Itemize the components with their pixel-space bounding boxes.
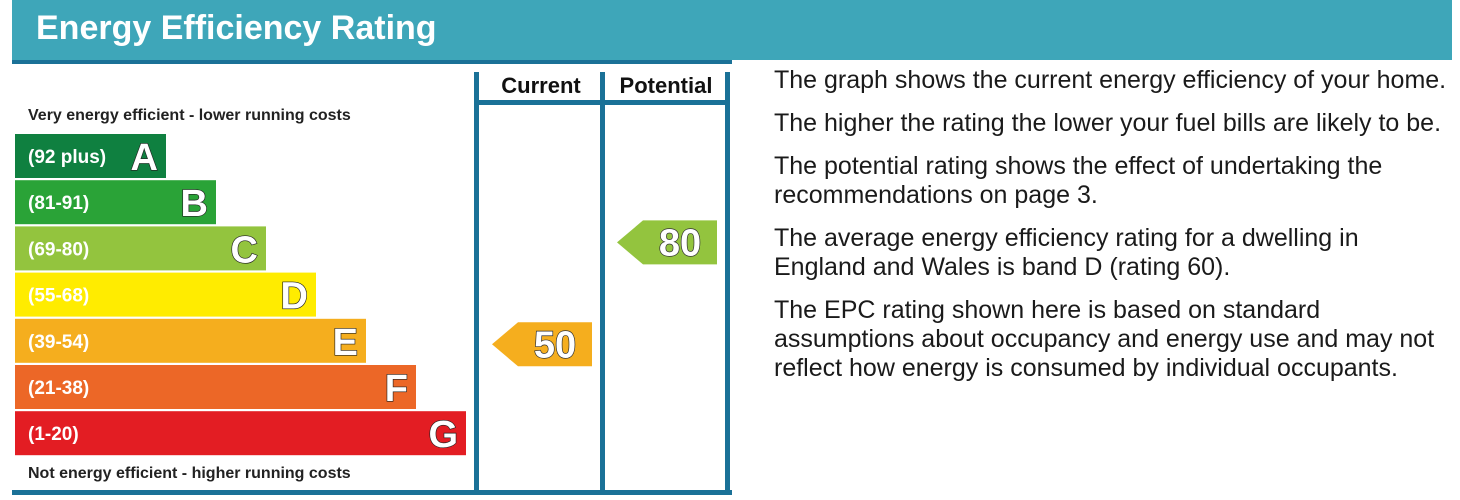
band-bar (15, 226, 266, 271)
energy-rating-chart: Current Potential Very energy efficient … (12, 60, 732, 495)
column-header-potential: Potential (620, 73, 713, 98)
band-bar (15, 365, 416, 409)
column-divider-left (474, 72, 479, 492)
info-paragraph: The potential rating shows the effect of… (774, 152, 1383, 209)
band-g: (1-20) G (15, 411, 466, 457)
band-d: (55-68) D (15, 272, 316, 318)
band-letter: B (181, 183, 208, 225)
band-bar (15, 134, 166, 178)
rating-arrows: 50 80 (492, 220, 717, 367)
band-c: (69-80) C (15, 226, 266, 272)
info-text: The graph shows the current energy effic… (774, 66, 1450, 397)
bottom-caption: Not energy efficient - higher running co… (28, 465, 351, 482)
band-range-label: (81-91) (28, 193, 89, 214)
column-divider-middle (600, 72, 605, 492)
band-bar (15, 411, 466, 456)
band-bar (15, 318, 366, 363)
header-bar: Energy Efficiency Rating (12, 0, 1452, 60)
info-paragraph: The average energy efficiency rating for… (774, 224, 1359, 281)
band-range-label: (1-20) (28, 424, 79, 445)
band-bar (15, 180, 216, 225)
rating-bands: (92 plus) A(81-91) B(69-80) C(55-68) D(39-54… (15, 134, 466, 457)
rating-arrow-potential: 80 (617, 220, 717, 265)
band-bar (15, 272, 316, 317)
band-range-label: (39-54) (28, 332, 89, 353)
band-a: (92 plus) A (15, 134, 166, 180)
band-letter: F (385, 368, 408, 410)
band-range-label: (55-68) (28, 286, 89, 307)
band-letter: C (231, 229, 258, 271)
info-paragraph: The higher the rating the lower your fue… (774, 109, 1442, 137)
band-range-label: (21-38) (28, 378, 89, 399)
band-b: (81-91) B (15, 180, 216, 226)
band-range-label: (69-80) (28, 239, 89, 260)
band-e: (39-54) E (15, 318, 366, 364)
page-title: Energy Efficiency Rating (36, 9, 437, 47)
band-letter: E (333, 322, 358, 364)
top-caption: Very energy efficient - lower running co… (28, 107, 351, 124)
band-f: (21-38) F (15, 365, 416, 411)
chart-top-rule (12, 60, 732, 64)
info-paragraph: The graph shows the current energy effic… (774, 66, 1447, 94)
rating-arrow-current: 50 (492, 322, 592, 367)
rating-value: 80 (659, 222, 701, 264)
info-paragraph: The EPC rating shown here is based on st… (774, 296, 1435, 382)
band-letter: A (131, 137, 158, 179)
column-header-rule (474, 100, 730, 105)
rating-arrow-shape (617, 220, 717, 265)
band-range-label: (92 plus) (28, 147, 106, 168)
band-letter: D (281, 276, 308, 318)
rating-value: 50 (534, 324, 576, 366)
band-letter: G (428, 414, 458, 456)
rating-arrow-shape (492, 322, 592, 367)
column-divider-right (725, 72, 730, 492)
column-header-current: Current (501, 73, 581, 98)
chart-bottom-rule (12, 490, 732, 495)
